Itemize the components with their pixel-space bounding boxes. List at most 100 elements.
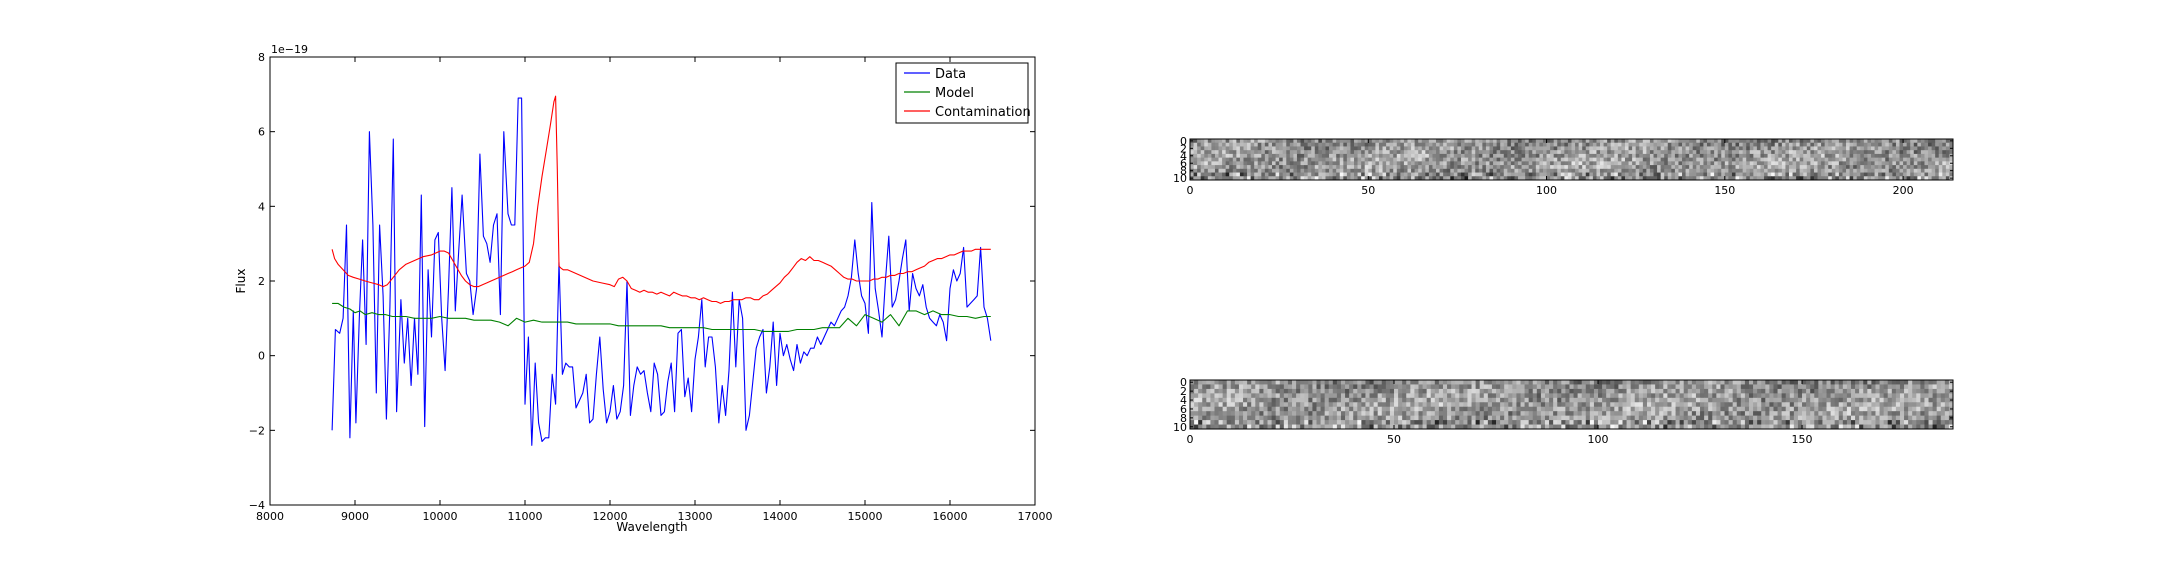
heatmap-cell	[1197, 161, 1202, 166]
heatmap-cell	[1418, 411, 1423, 417]
heatmap-cell	[1336, 397, 1342, 403]
heatmap-cell	[1626, 393, 1632, 399]
heatmap-cell	[1314, 139, 1319, 144]
heatmap-cell	[1428, 165, 1433, 170]
heatmap-cell	[1860, 150, 1865, 155]
heatmap-cell	[1850, 415, 1856, 421]
heatmap-cell	[1892, 153, 1897, 159]
heatmap-cell	[1373, 397, 1379, 403]
heatmap-cell	[1638, 397, 1644, 403]
heatmap-cell	[1304, 172, 1309, 177]
heatmap-cell	[1920, 384, 1925, 390]
heatmap-cell	[1428, 176, 1433, 181]
heatmap-cell	[1607, 168, 1612, 173]
heatmap-cell	[1928, 165, 1933, 170]
heatmap-cell	[1614, 168, 1619, 173]
heatmap-cell	[1222, 406, 1228, 412]
heatmap-cell	[1312, 397, 1317, 403]
heatmap-cell	[1799, 139, 1804, 144]
heatmap-cell	[1667, 165, 1672, 170]
heatmap-cell	[1320, 380, 1326, 385]
heatmap-cell	[1446, 176, 1451, 181]
heatmap-cell	[1226, 420, 1232, 425]
heatmap-cell	[1328, 415, 1334, 421]
heatmap-cell	[1207, 176, 1212, 181]
heatmap-cell	[1471, 165, 1476, 170]
heatmap-cell	[1346, 142, 1351, 147]
heatmap-cell	[1382, 172, 1387, 177]
heatmap-cell	[1521, 168, 1526, 173]
heatmap-cell	[1675, 384, 1681, 390]
heatmap-cell	[1343, 157, 1348, 162]
heatmap-cell	[1867, 139, 1872, 144]
heatmap-cell	[1589, 150, 1594, 155]
heatmap-cell	[1279, 415, 1285, 421]
heatmap-cell	[1428, 153, 1433, 159]
heatmap-cell	[1421, 157, 1426, 162]
heatmap-cell	[1438, 411, 1444, 417]
heatmap-cell	[1728, 157, 1733, 162]
heatmap-cell	[1521, 146, 1526, 151]
heatmap-cell	[1753, 165, 1758, 170]
heatmap-cell	[1436, 176, 1440, 181]
heatmap-cell	[1860, 142, 1865, 147]
heatmap-cell	[1600, 153, 1604, 159]
heatmap-cell	[1744, 420, 1750, 425]
heatmap-cell	[1824, 161, 1829, 166]
heatmap-cell	[1764, 172, 1768, 177]
heatmap-cell	[1190, 142, 1194, 147]
heatmap-cell	[1489, 161, 1494, 166]
heatmap-cell	[1628, 165, 1633, 170]
heatmap-cell	[1489, 139, 1494, 144]
heatmap-cell	[1924, 168, 1929, 173]
heatmap-cell	[1835, 168, 1840, 173]
heatmap-cell	[1577, 424, 1583, 430]
heatmap-cell	[1785, 157, 1790, 162]
heatmap-cell	[1614, 176, 1619, 181]
heatmap-cell	[1414, 424, 1419, 430]
heatmap-cell	[1229, 161, 1234, 166]
heatmap-cell	[1471, 168, 1476, 173]
heatmap-cell	[1614, 165, 1619, 170]
heatmap-cell	[1913, 172, 1918, 177]
heatmap-cell	[1259, 384, 1264, 390]
heatmap-cell	[1450, 157, 1455, 162]
heatmap-cell	[1826, 402, 1831, 408]
heatmap-cell	[1425, 161, 1430, 166]
heatmap-cell	[1860, 176, 1865, 181]
heatmap-cell	[1674, 146, 1679, 151]
heatmap-cell	[1739, 176, 1744, 181]
heatmap-cell	[1928, 411, 1933, 417]
heatmap-cell	[1660, 161, 1665, 166]
heatmap-cell	[1414, 384, 1419, 390]
heatmap-cell	[1732, 415, 1738, 421]
heatmap-cell	[1381, 424, 1387, 430]
heatmap-cell	[1671, 420, 1676, 425]
heatmap-cell	[1878, 176, 1883, 181]
heatmap-cell	[1792, 146, 1797, 151]
heatmap-cell	[1385, 388, 1391, 394]
heatmap-cell	[1232, 146, 1237, 151]
heatmap-cell	[1575, 153, 1580, 159]
heatmap-cell	[1329, 161, 1334, 166]
heatmap-cell	[1596, 157, 1601, 162]
heatmap-cell	[1385, 415, 1391, 421]
heatmap-cell	[1430, 415, 1436, 421]
heatmap-cell	[1321, 172, 1326, 177]
heatmap-cell	[1774, 168, 1779, 173]
heatmap-cell	[1489, 142, 1494, 147]
heatmap-cell	[1567, 146, 1572, 151]
heatmap-cell	[1325, 172, 1330, 177]
heatmap-cell	[1353, 388, 1358, 394]
heatmap-cell	[1567, 139, 1572, 144]
heatmap-cell	[1214, 402, 1219, 408]
heatmap-cell	[1426, 415, 1432, 421]
heatmap-cell	[1532, 165, 1537, 170]
heatmap-cell	[1418, 142, 1423, 147]
heatmap-cell	[1687, 384, 1693, 390]
heatmap-cell	[1349, 406, 1354, 412]
heatmap-cell	[1646, 153, 1651, 159]
heatmap-cell	[1222, 165, 1227, 170]
heatmap-cell	[1598, 420, 1603, 425]
heatmap-cell	[1357, 168, 1362, 173]
